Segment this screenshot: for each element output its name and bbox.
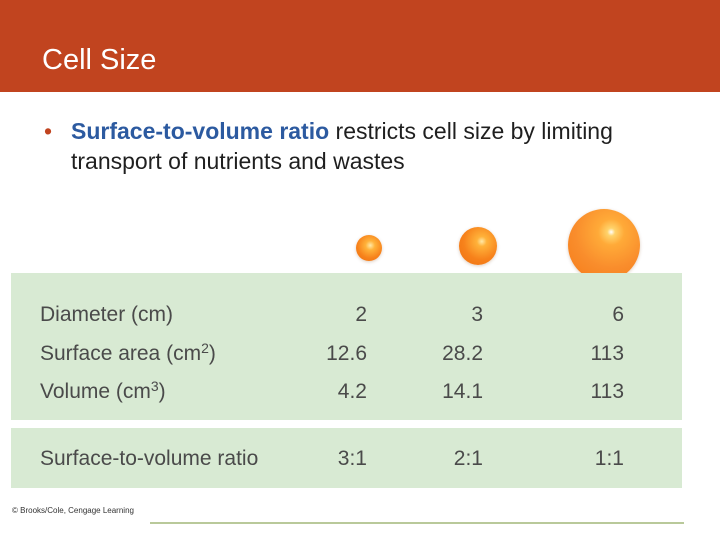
cell-sphere-large xyxy=(568,209,640,281)
row-label-surface-area: Surface area (cm2) xyxy=(40,340,216,365)
cell-diameter-2: 3 xyxy=(471,303,483,326)
cell-diameter-1: 2 xyxy=(355,303,367,326)
cell-ratio-1: 3:1 xyxy=(337,447,367,470)
measurements-table-panel xyxy=(11,273,682,420)
bullet-term: Surface-to-volume ratio xyxy=(71,118,330,144)
copyright-credit: © Brooks/Cole, Cengage Learning xyxy=(12,506,134,515)
cell-surface-area-3: 113 xyxy=(590,342,624,365)
bullet-text: Surface-to-volume ratio restricts cell s… xyxy=(71,116,671,176)
cell-surface-area-1: 12.6 xyxy=(326,342,367,365)
row-label-volume: Volume (cm3) xyxy=(40,378,166,403)
title-bar xyxy=(0,0,720,92)
bullet-rest: restricts cell size by limiting transpor… xyxy=(71,118,613,174)
bullet-marker: • xyxy=(44,118,53,144)
cell-sphere-medium xyxy=(459,227,497,265)
cell-ratio-3: 1:1 xyxy=(594,447,624,470)
cell-volume-2: 14.1 xyxy=(442,380,483,403)
row-label-ratio: Surface-to-volume ratio xyxy=(40,447,259,470)
cell-volume-1: 4.2 xyxy=(337,380,367,403)
ratio-table-panel xyxy=(11,428,682,488)
cell-volume-3: 113 xyxy=(590,380,624,403)
cell-diameter-3: 6 xyxy=(612,303,624,326)
slide-title: Cell Size xyxy=(42,44,157,76)
cell-surface-area-2: 28.2 xyxy=(442,342,483,365)
row-label-diameter: Diameter (cm) xyxy=(40,303,174,326)
cell-ratio-2: 2:1 xyxy=(453,447,483,470)
bottom-divider xyxy=(150,522,684,524)
cell-sphere-small xyxy=(356,235,382,261)
